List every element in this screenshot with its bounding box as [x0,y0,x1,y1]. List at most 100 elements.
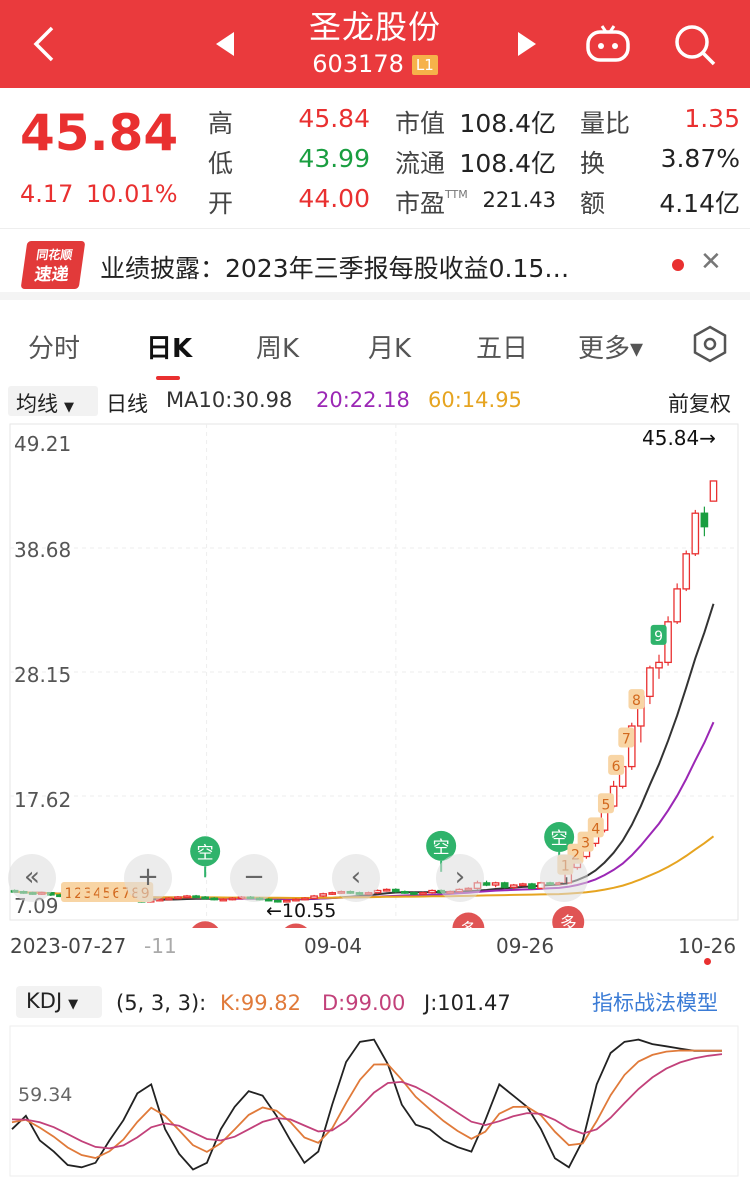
kdj-y-label: 59.34 [18,1084,73,1106]
kdj-chart[interactable] [0,1024,750,1181]
candle [428,889,436,894]
candle [328,891,337,895]
news-banner[interactable]: 同花顺 速递 业绩披露：2023年三季报每股收益0.15… ✕ [0,228,750,300]
candle [273,899,282,903]
fullscreen-button[interactable]: ⌟ [540,854,588,902]
short-signal-marker [190,836,221,867]
triangle-right-icon[interactable] [514,22,540,77]
candle-body [310,895,318,899]
td-count-badge: 6 [112,886,121,902]
tab-daily-k[interactable]: 日K [146,334,193,364]
triangle-left-icon[interactable] [212,22,238,77]
td-count-badge-bg [628,689,645,710]
candle [301,897,309,901]
stat-label-volratio: 量比 [580,109,631,138]
candle [283,899,291,903]
candle-body [428,889,436,894]
td-nine-badge-bg [650,624,667,645]
td-count-badge: 1 [65,886,74,902]
x-tick-label: -11 [144,934,177,958]
candle [509,883,518,890]
td-count-badge: 6 [612,759,621,775]
td-count-badge: 7 [122,886,131,902]
candle-body [273,899,282,903]
candle-body [201,896,209,900]
td-count-badge: 2 [74,886,83,902]
x-tick-label: 2023-07-27 [10,934,127,958]
scroll-right-button[interactable]: › [436,854,484,902]
y-tick-label: 28.15 [14,663,72,687]
ma-selector[interactable]: 均线 ▼ [8,386,98,416]
candle-body [691,512,700,555]
short-signal-label: 空 [197,843,214,863]
app-header: 圣龙股份 603178 L1 [0,0,750,88]
low-price-label: ←10.55 [266,900,337,922]
price-change-pct: 10.01% [86,180,178,208]
indicator-selector[interactable]: KDJ ▼ [16,986,102,1018]
x-tick-label: 09-04 [304,934,363,958]
td-count-badge: 5 [602,797,611,813]
candle [310,894,318,900]
candle-body [655,661,663,669]
candle [210,897,219,901]
indicator-strategy-link[interactable]: 指标战法模型 [592,991,718,1015]
settings-hexagon-icon[interactable] [690,324,730,368]
candle-body [709,480,718,502]
long-signal-label: 多 [560,914,577,928]
ma20-value: 20:22.18 [316,388,410,412]
candle-body [700,512,709,528]
candle-body [328,892,337,895]
candle [165,897,173,901]
stat-value-low: 43.99 [298,144,370,173]
kdj-j-line [11,1038,722,1171]
candle-body [401,890,409,894]
unread-dot [672,259,684,271]
scroll-left-fast-button[interactable]: « [8,854,56,902]
y-tick-label: 49.21 [14,432,72,456]
candle [410,891,418,895]
stat-value-pe: 221.43 [482,188,556,212]
search-icon[interactable] [672,22,718,77]
tab-weekly-k[interactable]: 周K [256,334,300,364]
robot-icon[interactable] [582,22,634,77]
zoom-out-button[interactable]: − [230,854,278,902]
stat-label-low: 低 [208,149,234,178]
stat-value-high: 45.84 [298,104,370,133]
level-badge: L1 [411,55,438,75]
long-signal-label: 多 [460,921,477,928]
candle [482,880,491,887]
close-icon[interactable]: ✕ [700,247,722,277]
candle-body [646,667,654,698]
news-headline[interactable]: 业绩披露：2023年三季报每股收益0.15… [100,254,570,283]
candle-body [528,883,536,889]
candlestick-chart[interactable]: 空多多空多空多123456789123456789 [0,418,750,928]
scroll-left-button[interactable]: ‹ [332,854,380,902]
tab-monthly-k[interactable]: 月K [368,334,412,364]
ma-legend-bar: 均线 ▼ 日线 MA10:30.98 20:22.18 60:14.95 前复权 [0,384,750,418]
candle-body [283,899,291,903]
chevron-left-icon[interactable] [30,22,58,77]
candle-body [519,883,527,887]
stat-label-high: 高 [208,109,234,138]
short-signal-label: 空 [551,829,568,849]
current-price: 45.84 [20,104,179,162]
td-count-badge: 5 [103,886,112,902]
td-count-badge: 2 [571,848,580,864]
td-count-badge: 4 [93,886,102,902]
short-signal-marker [426,830,457,861]
tab-five-day[interactable]: 五日 [476,334,529,364]
y-tick-label: 38.68 [14,538,72,562]
adjust-mode-button[interactable]: 前复权 [668,392,731,416]
zoom-in-button[interactable]: + [124,854,172,902]
tab-intraday[interactable]: 分时 [28,334,81,364]
long-signal-marker [452,912,485,928]
candle [691,509,700,556]
candle-body [301,897,309,901]
candle [491,881,500,888]
candle-body [319,893,327,897]
today-marker-dot [704,958,711,965]
tab-more[interactable]: 更多▾ [578,334,644,364]
last-price-label: 45.84→ [642,426,717,450]
kdj-params: (5, 3, 3): [116,991,207,1015]
kdj-legend-bar: KDJ ▼ (5, 3, 3): K:99.82 D:99.00 J:101.47… [0,984,750,1024]
